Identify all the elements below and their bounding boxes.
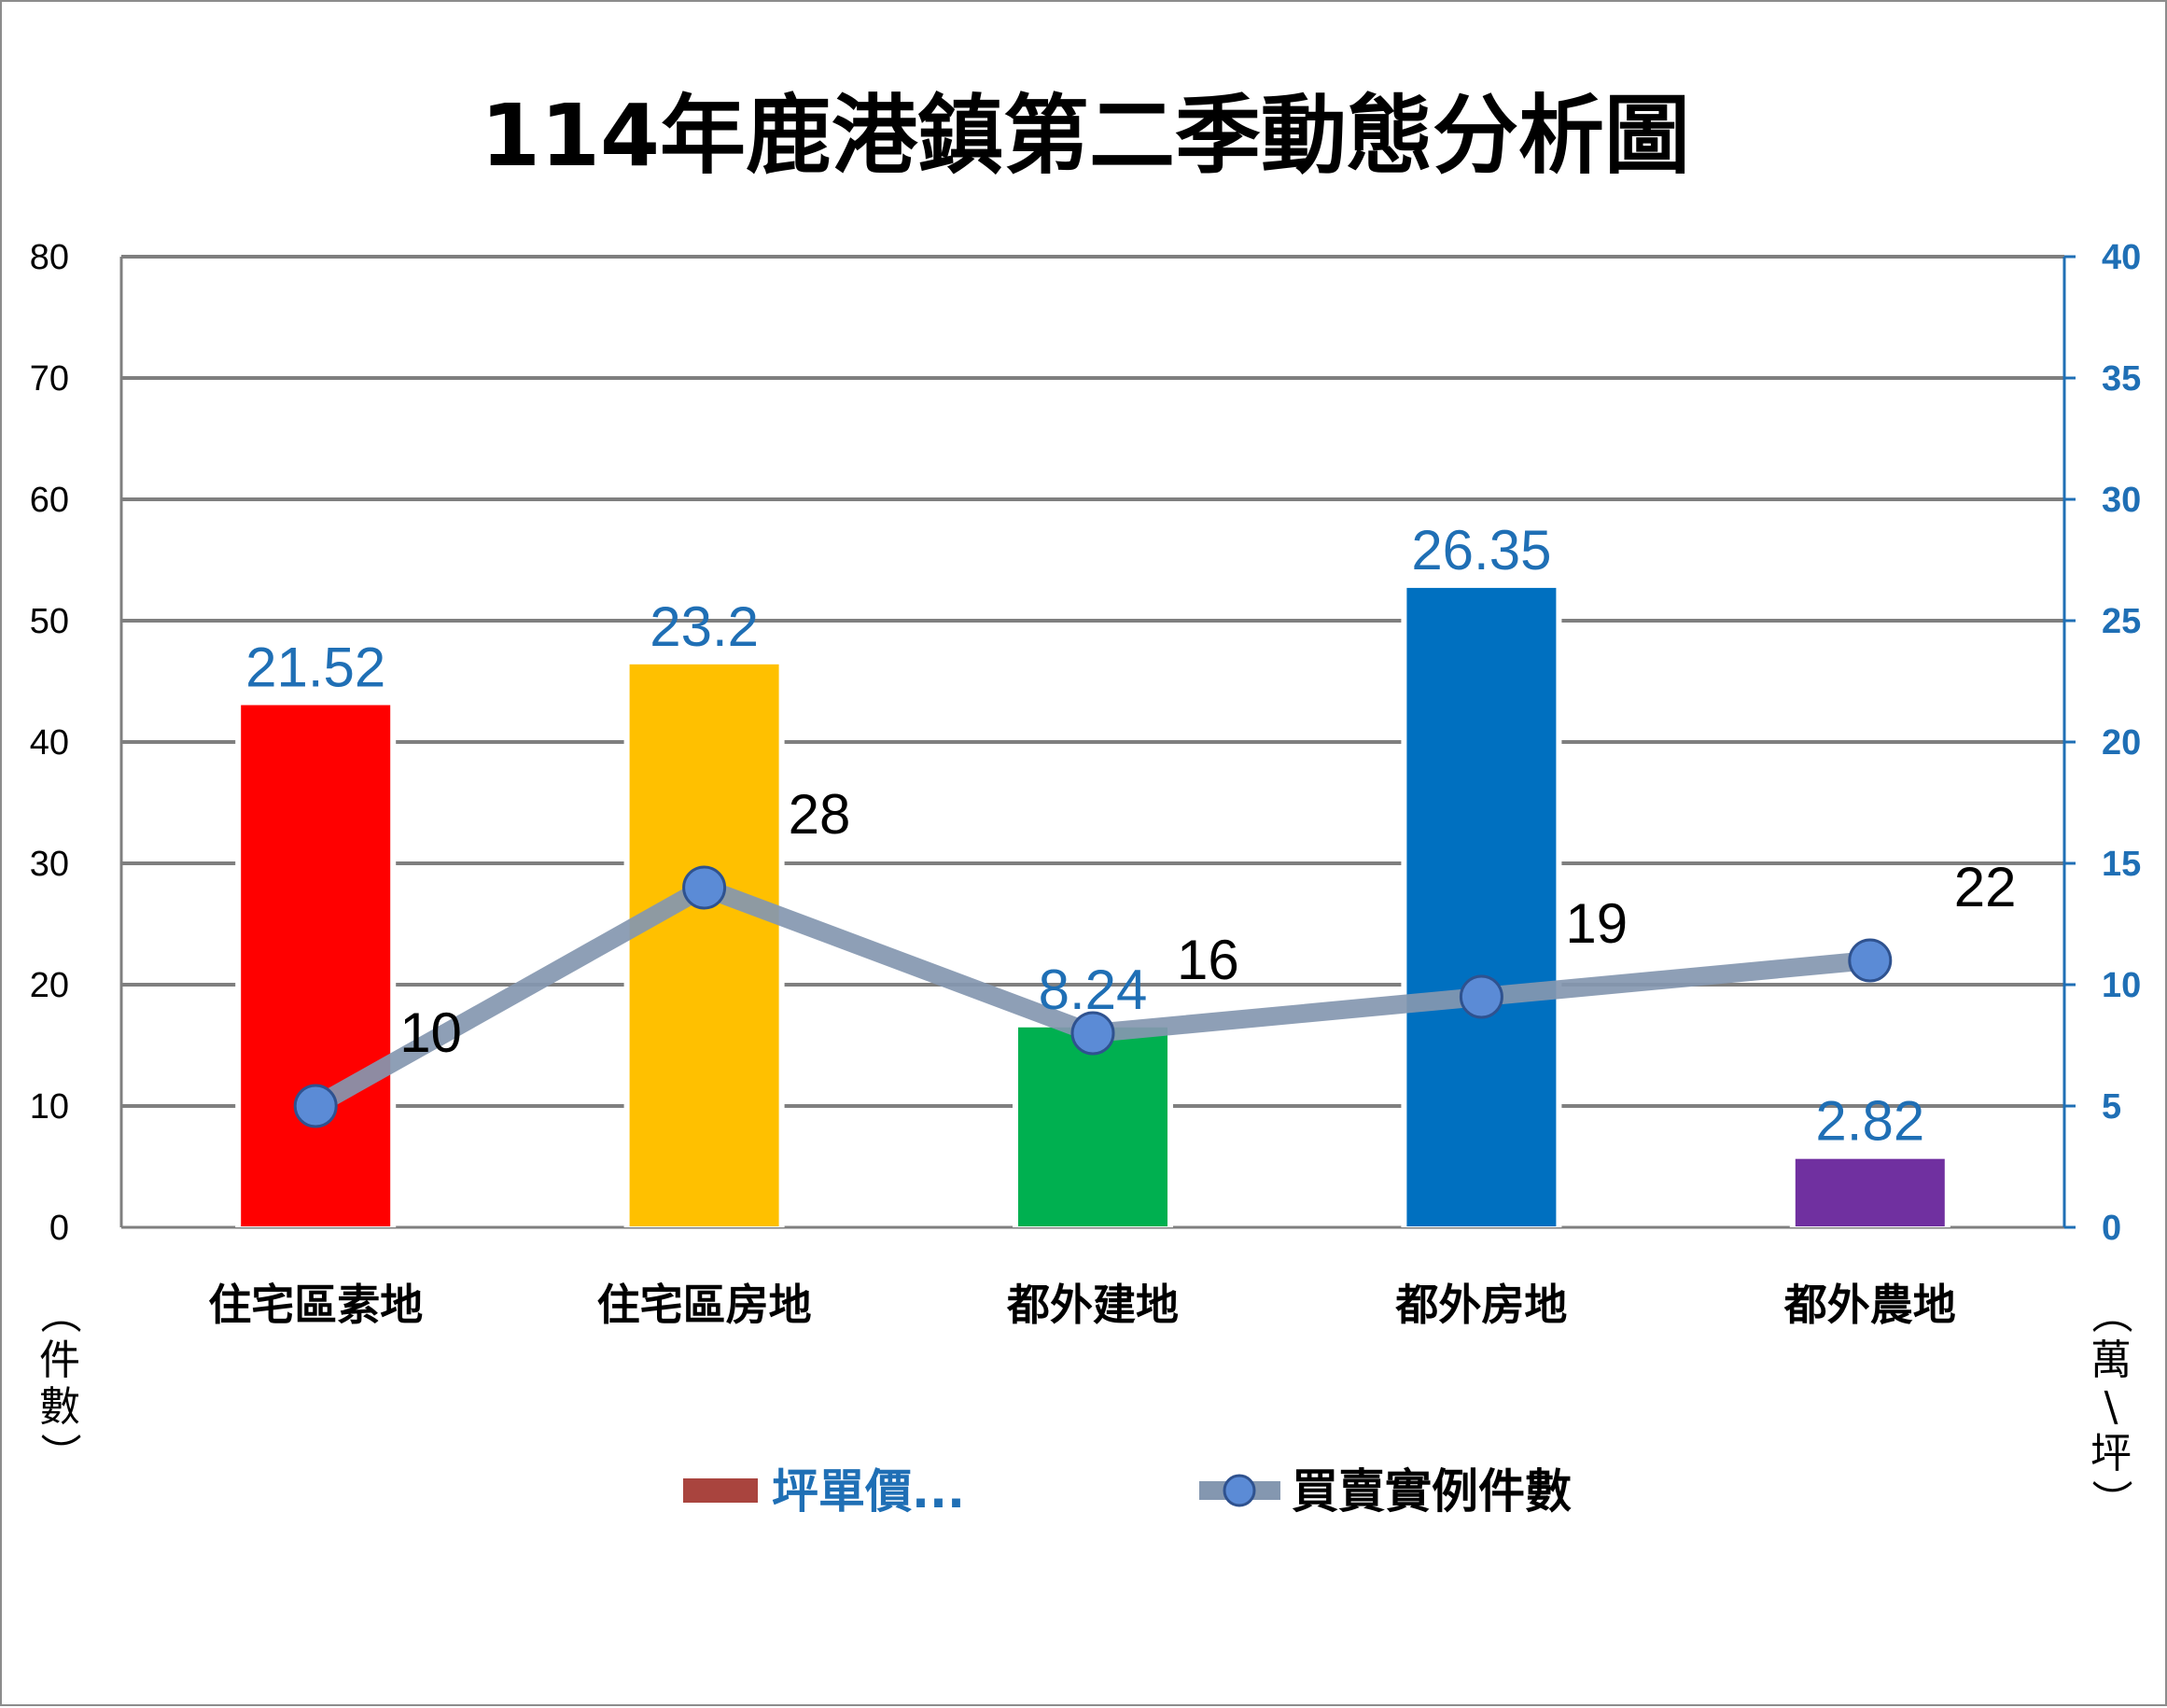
right-tick-label: 25 [2102, 602, 2141, 641]
category-labels: 住宅區素地 住宅區房地 都外建地 都外房地 都外農地 [208, 1280, 1956, 1330]
bar [241, 705, 391, 1226]
bars [235, 581, 1950, 1227]
left-axis-title: （件數） [35, 1293, 83, 1474]
legend-bar-label: 坪單價... [772, 1464, 965, 1519]
legend-line-label: 買賣實例件數 [1292, 1464, 1572, 1519]
line-series [293, 865, 1893, 1128]
category-label: 都外房地 [1394, 1280, 1567, 1330]
right-tick-label: 0 [2102, 1209, 2121, 1248]
legend-line-marker [1223, 1474, 1256, 1507]
right-tick-label: 40 [2102, 238, 2141, 277]
left-tick-label: 80 [30, 238, 69, 277]
left-tick-label: 30 [30, 845, 69, 884]
gridlines [119, 255, 2066, 1229]
left-tick-label: 20 [30, 966, 69, 1005]
axis-title-char: （ [35, 1293, 83, 1334]
axis-title-char: ） [2087, 1479, 2134, 1520]
bar-value-label: 26.35 [1411, 519, 1551, 581]
right-tick-label: 30 [2102, 481, 2141, 520]
legend-bar-swatch [683, 1478, 758, 1503]
bar-value-labels: 21.52 23.2 8.24 26.35 2.82 [245, 519, 1924, 1153]
axis-title-char: 坪 [2090, 1430, 2132, 1477]
bar-value-label: 2.82 [1815, 1090, 1924, 1153]
line-value-labels: 10 28 16 19 22 [399, 783, 2016, 1064]
line-marker [293, 1084, 338, 1128]
line-marker [1070, 1011, 1115, 1056]
axis-title-char: （ [2087, 1293, 2134, 1334]
left-tick-label: 10 [30, 1087, 69, 1127]
category-label: 住宅區素地 [208, 1280, 423, 1330]
line-value-label: 10 [399, 1001, 462, 1064]
axis-title-char: 件 [39, 1337, 80, 1384]
right-tick-label: 10 [2102, 966, 2141, 1005]
category-label: 住宅區房地 [597, 1280, 812, 1330]
axis-title-char: 萬 [2090, 1337, 2132, 1384]
line-value-label: 16 [1177, 929, 1239, 991]
line-value-label: 28 [789, 783, 851, 846]
line-marker [1459, 974, 1503, 1019]
bar-value-label: 21.52 [245, 636, 385, 698]
axis-title-char: 數 [39, 1383, 80, 1431]
category-label: 都外農地 [1783, 1280, 1956, 1330]
line-marker [682, 865, 727, 910]
line-value-label: 19 [1565, 892, 1628, 955]
bar-value-label: 8.24 [1039, 959, 1148, 1021]
right-tick-label: 35 [2102, 359, 2141, 399]
left-tick-label: 70 [30, 359, 69, 399]
chart-title: 114年鹿港鎮第二季動態分析圖 [481, 86, 1690, 186]
right-axis-ticks: 0 5 10 15 20 25 30 35 40 [2064, 238, 2141, 1248]
right-axis-title: （萬\坪） [2087, 1293, 2134, 1520]
right-tick-label: 15 [2102, 845, 2141, 884]
right-tick-label: 20 [2102, 723, 2141, 763]
left-tick-label: 50 [30, 602, 69, 641]
bar [1795, 1158, 1945, 1226]
left-tick-label: 0 [49, 1209, 69, 1248]
right-tick-label: 5 [2102, 1087, 2121, 1127]
line-value-label: 22 [1954, 856, 2017, 918]
axis-titles: （件數）（萬\坪） [35, 1293, 2134, 1520]
left-axis-ticks: 0 10 20 30 40 50 60 70 80 [30, 238, 69, 1248]
bar [1018, 1027, 1167, 1226]
left-tick-label: 40 [30, 723, 69, 763]
bar [629, 664, 779, 1226]
axis-title-char: \ [2104, 1383, 2118, 1431]
left-tick-label: 60 [30, 481, 69, 520]
legend: 坪單價... 買賣實例件數 [683, 1464, 1572, 1519]
bar-value-label: 23.2 [650, 595, 759, 658]
axis-title-char: ） [35, 1433, 83, 1474]
category-label: 都外建地 [1006, 1280, 1179, 1330]
line-marker [1848, 938, 1893, 983]
bar [1406, 587, 1557, 1226]
